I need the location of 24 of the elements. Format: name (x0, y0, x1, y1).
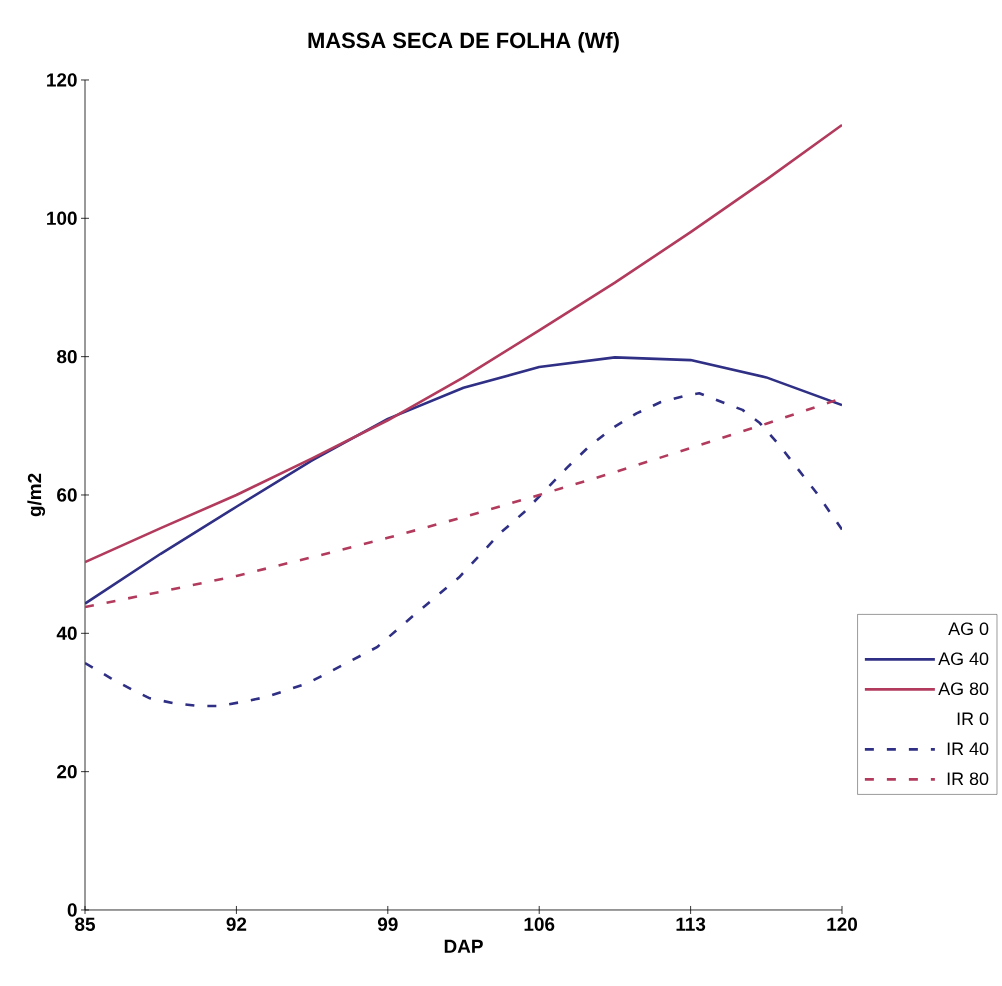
y-tick-label: 20 (57, 764, 77, 779)
x-tick-label: 99 (377, 917, 398, 931)
x-tick-label: 85 (75, 917, 95, 931)
y-tick-label: 120 (47, 73, 77, 87)
y-tick-label: 60 (57, 488, 77, 502)
y-tick-label: 0 (67, 903, 77, 917)
chart-title: MASSA SECA DE FOLHA (Wf) (308, 32, 619, 53)
text: AG 0 (948, 622, 989, 636)
legend-label: AG 40 (938, 652, 989, 666)
legend-label: AG 80 (938, 682, 989, 696)
text: IR 0 (957, 712, 989, 726)
y-tick-label: 80 (57, 349, 77, 364)
y-tick-label: 40 (56, 626, 77, 641)
line-series (85, 392, 843, 708)
x-tick-label: 92 (226, 917, 247, 931)
line-series (85, 123, 843, 564)
x-tick-label: 120 (827, 917, 858, 931)
y-axis-title: g/m2 (27, 473, 46, 517)
y-tick-label: 100 (47, 211, 77, 226)
x-axis-title: DAP (444, 939, 483, 953)
legend-label: IR 40 (947, 742, 989, 756)
x-tick-label: 106 (524, 917, 555, 931)
x-tick-label: 113 (676, 917, 706, 931)
legend-label: IR 80 (947, 772, 989, 786)
